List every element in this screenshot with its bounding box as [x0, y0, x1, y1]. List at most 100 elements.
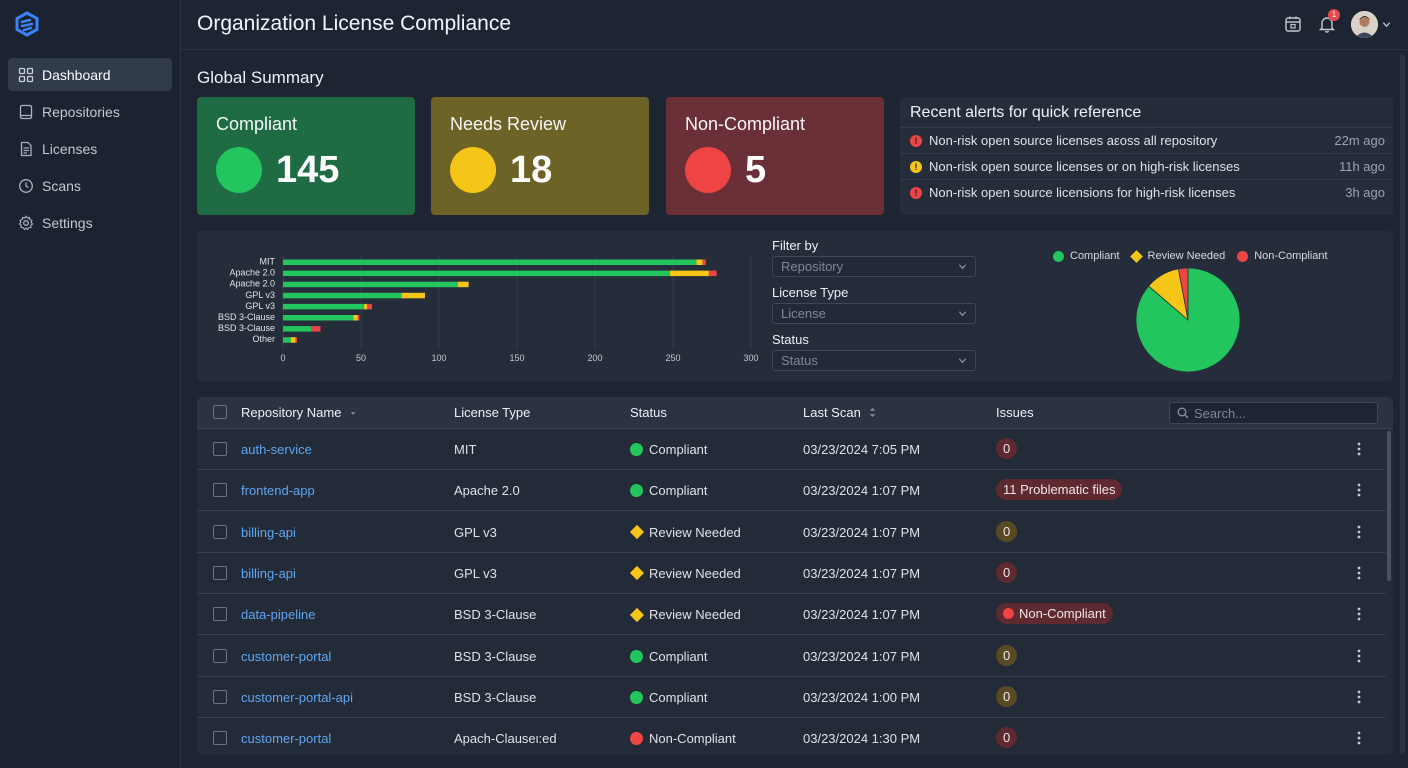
row-checkbox[interactable]: [213, 442, 227, 456]
issues-text: 0: [1003, 564, 1011, 580]
table-scrollbar[interactable]: [1387, 431, 1391, 581]
card-value: 5: [745, 149, 767, 191]
table-row[interactable]: customer-portal BSD 3-Clause Compliant 03/2…: [197, 636, 1386, 677]
kebab-menu-icon[interactable]: [1355, 689, 1363, 705]
status-text: Compliant: [649, 483, 708, 499]
status-dot-icon: [630, 443, 643, 456]
issues-badge[interactable]: 11 Problematic files: [996, 479, 1123, 501]
license-type-cell: GPL v3: [454, 524, 497, 540]
repository-link[interactable]: billing-api: [241, 565, 296, 581]
chevron-down-icon[interactable]: [1382, 20, 1391, 29]
table-row[interactable]: customer-portal-api BSD 3-Clause Compliant…: [197, 677, 1386, 718]
last-scan-cell: 03/23/2024 1:07 PM: [803, 565, 921, 581]
chevron-down-icon: [958, 358, 967, 364]
search-input[interactable]: [1194, 405, 1374, 421]
issues-badge[interactable]: 0: [996, 644, 1018, 666]
row-checkbox[interactable]: [213, 731, 227, 746]
status-select[interactable]: Status: [772, 350, 976, 371]
issues-badge[interactable]: 0: [996, 561, 1018, 583]
pie-slice: [1135, 267, 1241, 373]
repository-filter-select[interactable]: Repository: [772, 256, 976, 277]
bar-segment: [283, 326, 312, 332]
sidebar-item-repositories[interactable]: Repositories: [8, 95, 172, 128]
column-header-status[interactable]: Status: [630, 405, 667, 420]
category-label: Apache 2.0: [229, 279, 275, 289]
column-header-issues[interactable]: Issues: [996, 405, 1034, 420]
repository-link[interactable]: billing-api: [241, 524, 296, 540]
issues-badge[interactable]: 0: [996, 727, 1018, 749]
row-checkbox[interactable]: [213, 607, 227, 622]
row-checkbox[interactable]: [213, 689, 227, 704]
row-checkbox[interactable]: [213, 565, 227, 580]
needs-review-card[interactable]: Needs Review 18: [431, 97, 649, 215]
kebab-menu-icon[interactable]: [1355, 441, 1363, 457]
column-header-repository-name[interactable]: Repository Name: [241, 405, 357, 420]
pie-legend: Compliant Review Needed Non-Compliant: [1053, 249, 1340, 263]
column-header-license-type[interactable]: License Type: [454, 405, 531, 420]
compliant-card[interactable]: Compliant 145: [197, 97, 415, 215]
status-dot-icon: [630, 732, 643, 746]
non-compliant-card[interactable]: Non-Compliant 5: [666, 97, 884, 215]
table-row[interactable]: customer-portal Apach-Clauseι:ed Non-Compl…: [197, 718, 1386, 755]
kebab-menu-icon[interactable]: [1355, 606, 1363, 622]
bar-segment: [283, 303, 365, 310]
warning-diamond-icon: [629, 566, 645, 581]
search-box[interactable]: [1169, 402, 1378, 424]
category-label: MIT: [260, 257, 276, 267]
kebab-menu-icon[interactable]: [1355, 482, 1363, 498]
issues-badge[interactable]: Non-Compliant: [996, 603, 1113, 625]
issues-badge[interactable]: 0: [996, 520, 1018, 542]
row-checkbox[interactable]: [213, 648, 227, 663]
kebab-menu-icon[interactable]: [1355, 730, 1363, 746]
sidebar-item-scans[interactable]: Scans: [8, 169, 172, 202]
repository-link[interactable]: customer-portal: [241, 731, 332, 747]
avatar[interactable]: [1351, 11, 1378, 38]
card-label: Non-Compliant: [685, 114, 806, 134]
issues-badge[interactable]: 0: [996, 685, 1018, 707]
sidebar-item-dashboard[interactable]: Dashboard: [8, 58, 172, 91]
x-tick-label: 250: [665, 353, 680, 363]
x-tick-label: 50: [356, 353, 366, 363]
license-type-cell: BSD 3-Clause: [454, 607, 537, 623]
select-all-checkbox[interactable]: [213, 405, 227, 419]
table-row[interactable]: billing-api GPL v3 Review Needed 03/23/2024…: [197, 512, 1386, 553]
app-logo-icon[interactable]: [14, 11, 40, 37]
kebab-menu-icon[interactable]: [1355, 565, 1363, 581]
repository-link[interactable]: data-pipeline: [241, 607, 316, 623]
alert-item[interactable]: ! Non-risk open source licenses or on hi…: [900, 153, 1393, 179]
repository-link[interactable]: auth-service: [241, 442, 312, 457]
legend-diamond-icon: [1129, 249, 1143, 263]
legend-label: Review Needed: [1147, 250, 1226, 262]
repository-link[interactable]: customer-portal-api: [241, 689, 353, 705]
license-type-cell: GPL v3: [454, 565, 497, 581]
status-text: Compliant: [649, 689, 708, 705]
alert-item[interactable]: ! Non-risk open source licenses aεoss al…: [900, 127, 1393, 153]
category-label: GPL v3: [245, 301, 275, 311]
repository-link[interactable]: frontend-app: [241, 483, 315, 499]
table-row[interactable]: billing-api GPL v3 Review Needed 03/23/2024…: [197, 553, 1386, 594]
sidebar-item-licenses[interactable]: Licenses: [8, 132, 172, 165]
alert-item[interactable]: ! Non-risk open source licensions for hi…: [900, 179, 1393, 205]
page-scrollbar[interactable]: [1400, 54, 1405, 754]
sidebar-item-label: Settings: [42, 214, 93, 231]
row-checkbox[interactable]: [213, 483, 227, 498]
license-type-select[interactable]: License: [772, 303, 976, 324]
book-icon: [19, 104, 33, 119]
issues-badge[interactable]: 0: [996, 438, 1018, 459]
chart-panel: 0 50 100 150 200 250 300 MIT Apache 2.0 Apache 2.…: [197, 231, 1393, 381]
calendar-icon[interactable]: [1283, 14, 1303, 34]
category-label: BSD 3-Clause: [218, 323, 275, 333]
kebab-menu-icon[interactable]: [1355, 524, 1363, 540]
alert-time: 22m ago: [1334, 133, 1385, 148]
table-row[interactable]: data-pipeline BSD 3-Clause Review Needed 03…: [197, 594, 1386, 636]
table-row[interactable]: auth-service MIT Compliant 03/23/2024 7:05 …: [197, 429, 1386, 470]
kebab-menu-icon[interactable]: [1355, 648, 1363, 664]
last-scan-cell: 03/23/2024 1:07 PM: [803, 648, 921, 664]
last-scan-cell: 03/23/2024 1:07 PM: [803, 524, 921, 540]
sidebar-item-settings[interactable]: Settings: [8, 206, 172, 239]
table-row[interactable]: frontend-app Apache 2.0 Compliant 03/23/202…: [197, 470, 1386, 512]
repository-link[interactable]: customer-portal: [241, 648, 332, 664]
column-header-last-scan[interactable]: Last Scan: [803, 405, 877, 420]
row-checkbox[interactable]: [213, 524, 227, 539]
